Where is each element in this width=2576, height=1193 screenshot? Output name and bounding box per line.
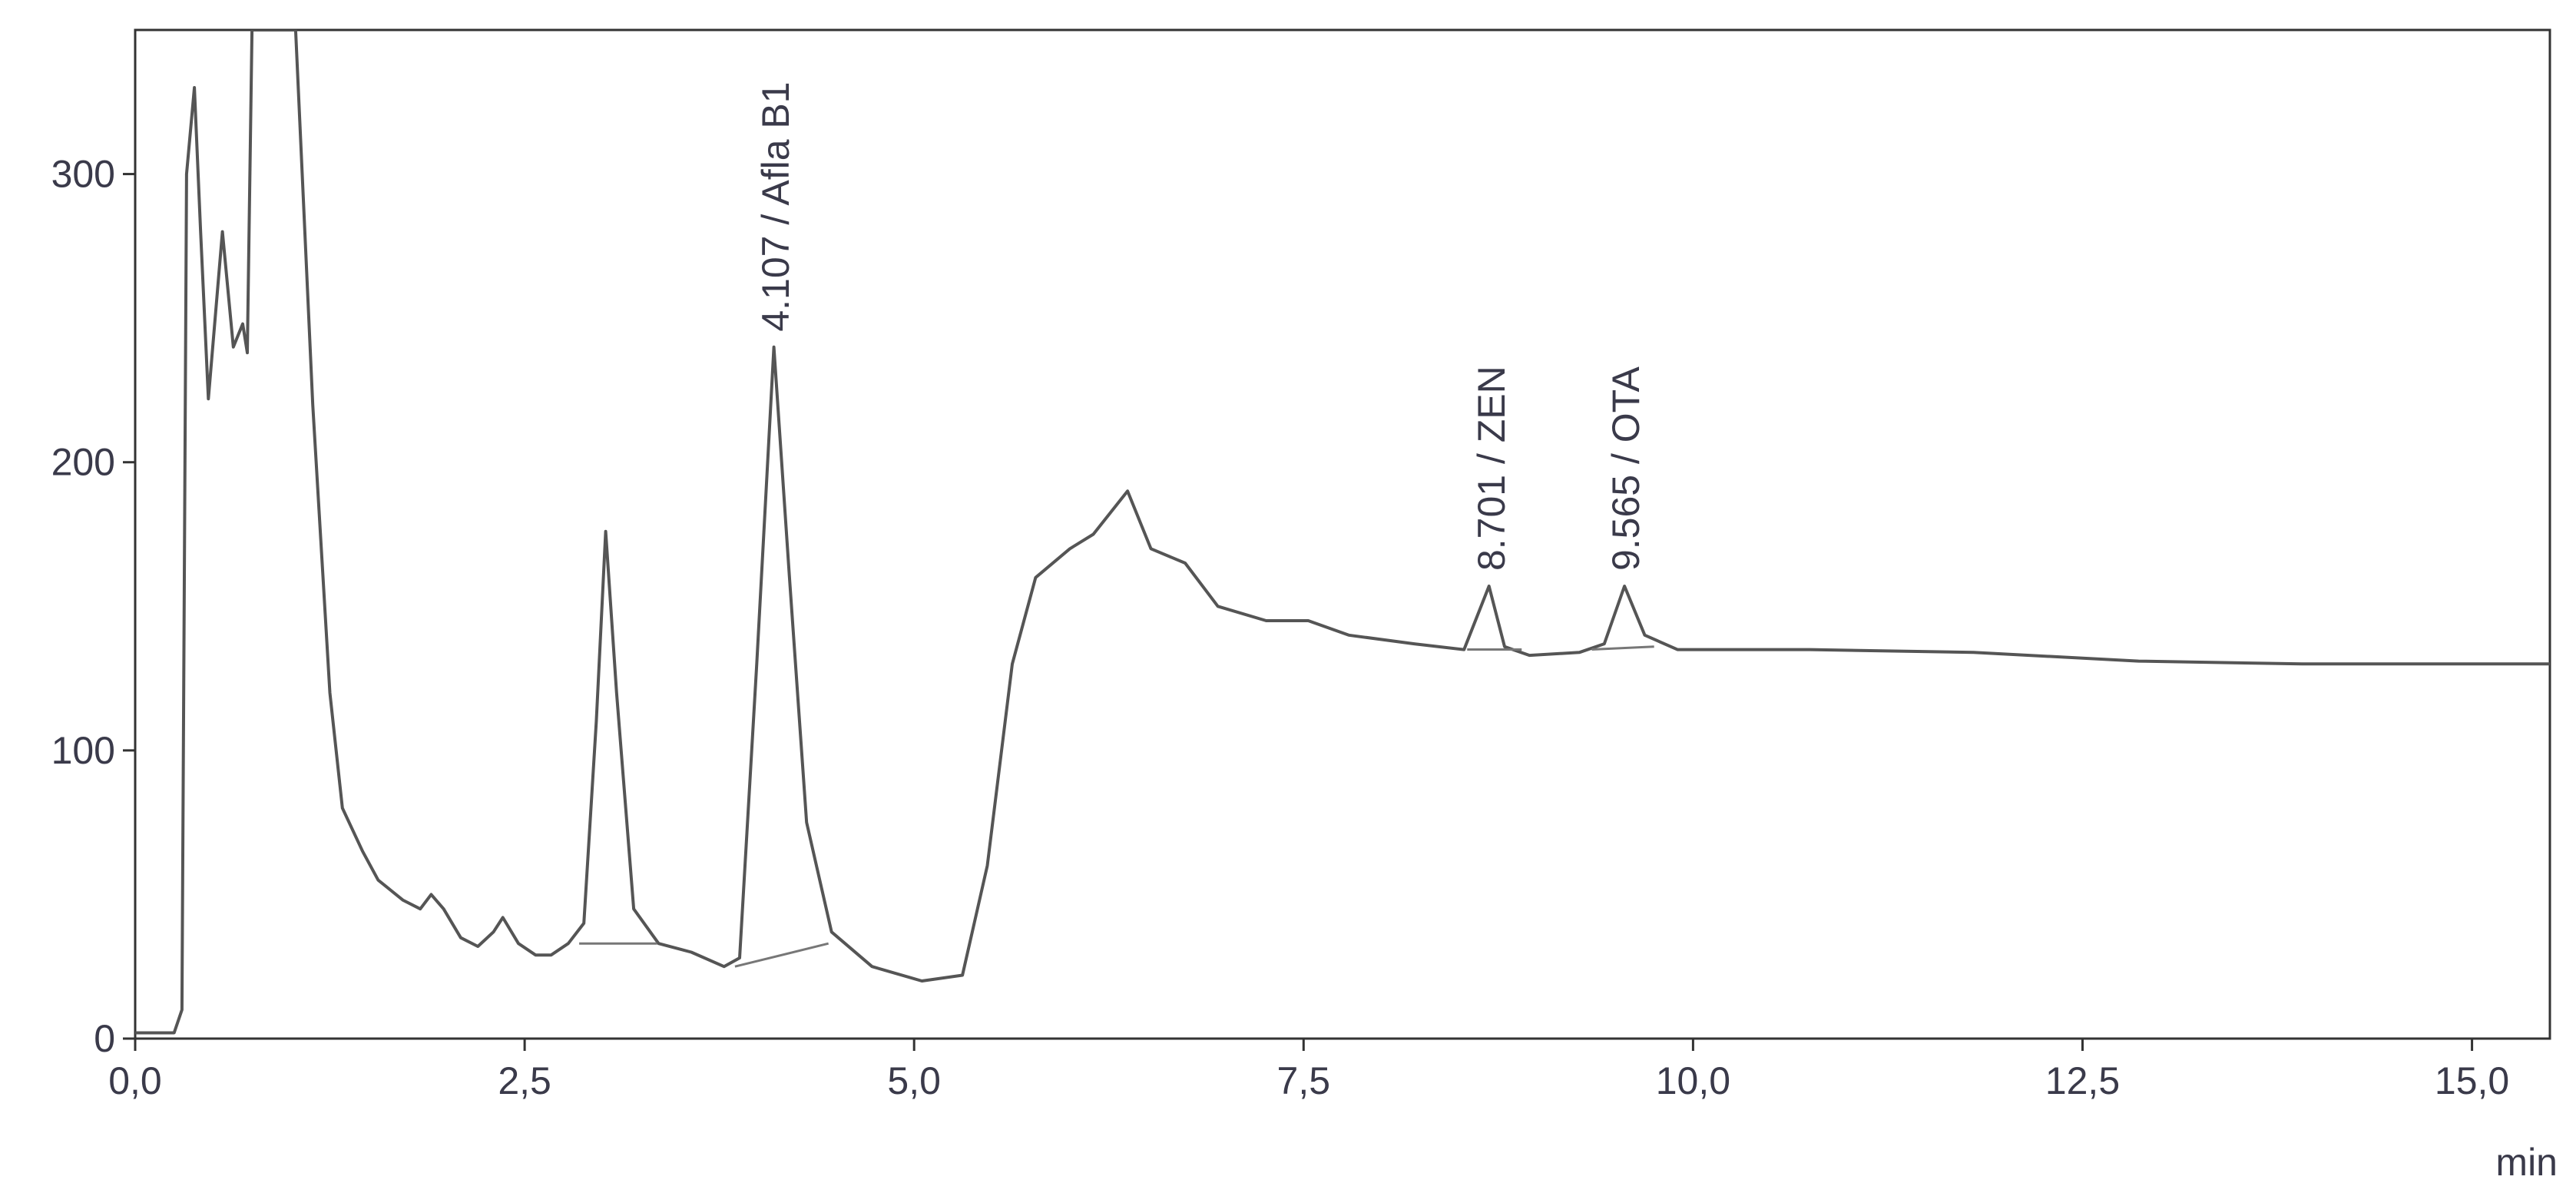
plot-area (135, 30, 2550, 1035)
x-tick-label: 0,0 (108, 1059, 162, 1102)
x-tick-label: 2,5 (498, 1059, 551, 1102)
y-tick-label: 300 (51, 153, 115, 196)
y-tick-label: 100 (51, 729, 115, 772)
integration-baseline (734, 942, 829, 968)
x-tick-label: 10,0 (1656, 1059, 1730, 1102)
peak-annotation: 4.107 / Afla B1 (754, 81, 797, 331)
y-tick-label: 0 (94, 1017, 115, 1060)
plot-frame (134, 28, 2551, 1040)
peak-annotation: 8.701 / ZEN (1470, 366, 1513, 571)
x-tick-label: 7,5 (1277, 1059, 1331, 1102)
x-unit-label: min (2495, 1141, 2558, 1184)
y-tick-label: 200 (51, 441, 115, 484)
peak-annotation: 9.565 / OTA (1604, 366, 1647, 572)
integration-baseline (1591, 645, 1654, 651)
x-tick-label: 15,0 (2435, 1059, 2509, 1102)
x-tick-label: 5,0 (887, 1059, 941, 1102)
trace-line (135, 30, 2550, 1035)
x-tick-label: 12,5 (2045, 1059, 2120, 1102)
